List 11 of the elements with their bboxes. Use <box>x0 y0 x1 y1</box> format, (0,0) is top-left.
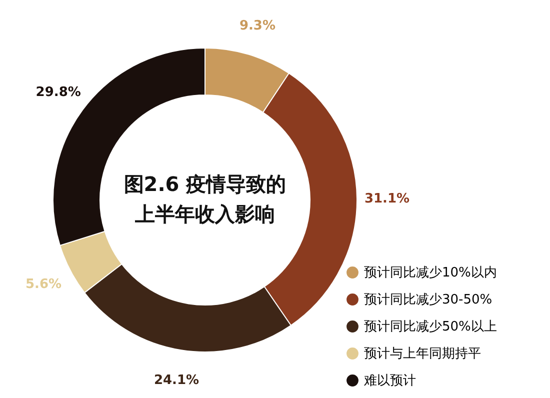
legend-label: 预计与上年同期持平 <box>364 346 481 362</box>
legend-label: 预计同比减少10%以内 <box>364 266 497 280</box>
text: 图2.6 疫情导致的上半年收入影响 <box>124 172 286 226</box>
legend-label: 预计同比减少50%以上 <box>364 320 497 334</box>
data-label: 31.1% <box>364 192 410 207</box>
data-label: 9.3% <box>239 18 276 34</box>
legend-label: 预计同比减少30-50% <box>364 292 492 308</box>
legend-label: 难以预计 <box>363 374 416 388</box>
data-label: 5.6% <box>26 276 62 292</box>
data-label: 29.8% <box>36 85 81 100</box>
data-label: 24.1% <box>154 372 200 388</box>
